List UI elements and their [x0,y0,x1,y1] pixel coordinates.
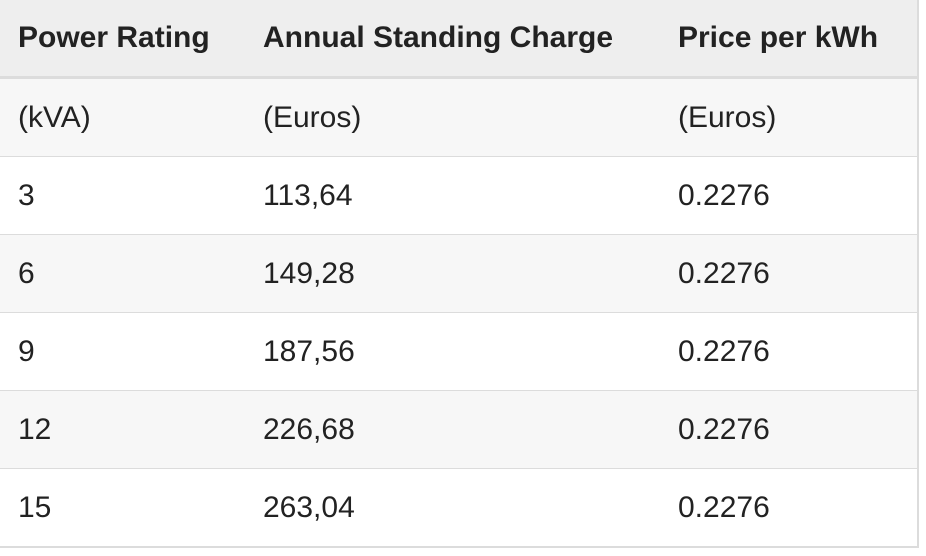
table-body: (kVA) (Euros) (Euros) 3 113,64 0.2276 6 149,28 0… [0,77,918,547]
header-cell: Annual Standing Charge [245,0,660,79]
header-row: Power Rating Annual Standing Charge Price … [0,0,918,79]
table-row: 15 263,04 0.2276 [0,468,918,547]
table-cell: (Euros) [660,77,918,157]
table-cell: 9 [0,312,245,391]
table-cell: 0.2276 [660,468,918,547]
table-cell: 0.2276 [660,156,918,235]
table-cell: 0.2276 [660,390,918,469]
table-row: 9 187,56 0.2276 [0,312,918,391]
table-cell: (kVA) [0,77,245,157]
table-cell: 113,64 [245,156,660,235]
table-cell: 226,68 [245,390,660,469]
table-cell: 187,56 [245,312,660,391]
price-table: Power Rating Annual Standing Charge Price … [0,0,919,548]
table-cell: 0.2276 [660,234,918,313]
header-cell: Price per kWh [660,0,918,79]
table-row: 6 149,28 0.2276 [0,234,918,313]
table-cell: 0.2276 [660,312,918,391]
table-row: 3 113,64 0.2276 [0,156,918,235]
table-cell: 6 [0,234,245,313]
table-cell: 12 [0,390,245,469]
table-row: (kVA) (Euros) (Euros) [0,77,918,157]
table-cell: 263,04 [245,468,660,547]
table-row: 12 226,68 0.2276 [0,390,918,469]
table-cell: (Euros) [245,77,660,157]
table-head: Power Rating Annual Standing Charge Price … [0,0,918,79]
table-cell: 149,28 [245,234,660,313]
header-cell: Power Rating [0,0,245,79]
table-cell: 15 [0,468,245,547]
table-cell: 3 [0,156,245,235]
